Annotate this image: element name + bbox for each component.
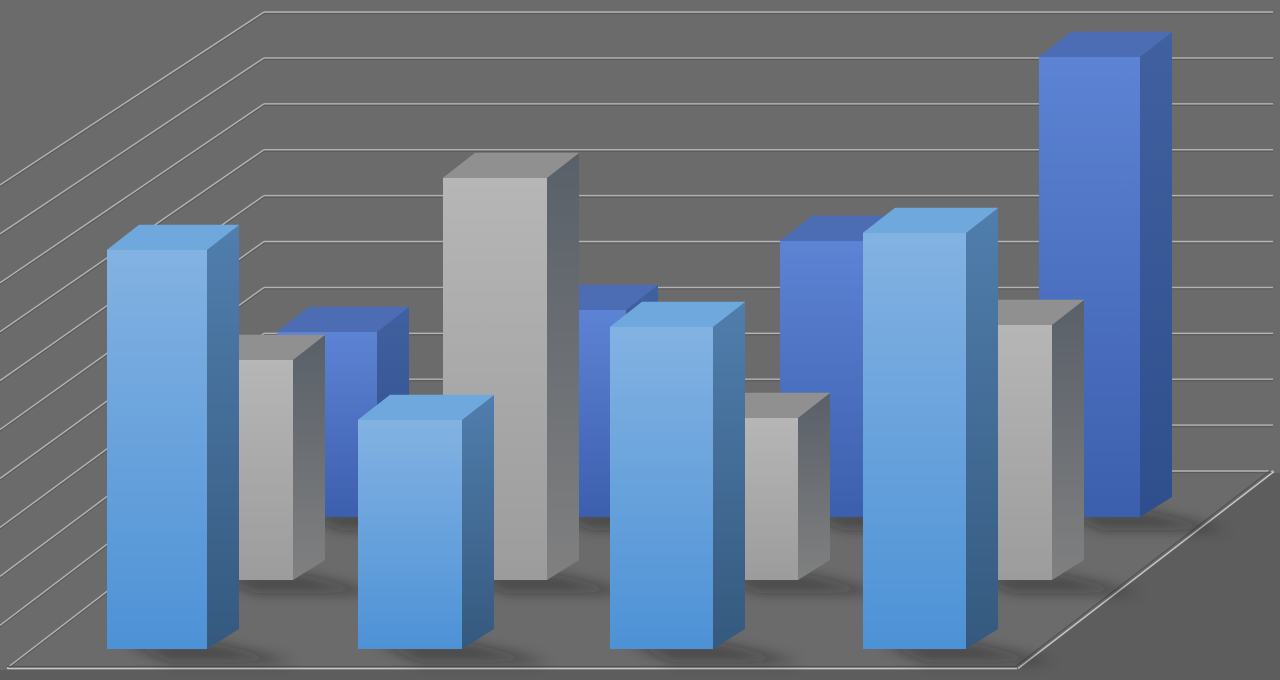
left-wall-gridline bbox=[0, 103, 265, 284]
floor-right-edge bbox=[1017, 470, 1275, 670]
left-wall-gridline-shadow bbox=[0, 13, 265, 187]
bar-side-face bbox=[966, 208, 998, 649]
bar-side-face bbox=[713, 302, 745, 649]
bar-side-face bbox=[1140, 32, 1172, 517]
bar-side-face bbox=[462, 395, 494, 649]
bar-side-face bbox=[798, 393, 830, 580]
left-wall-gridline bbox=[0, 11, 265, 186]
left-wall-gridline bbox=[0, 57, 265, 235]
bar-side-face bbox=[207, 225, 239, 649]
bar-side-face bbox=[547, 153, 579, 580]
bar-front-face bbox=[107, 250, 207, 649]
floor-right-edge-shadow bbox=[1014, 469, 1272, 668]
bar-side-face bbox=[293, 335, 325, 580]
bar-front-light-blue-group3 bbox=[609, 301, 746, 649]
left-wall-gridline-shadow bbox=[0, 59, 265, 236]
floor-front-strip bbox=[0, 473, 1280, 680]
bar-front-light-blue-group2 bbox=[357, 394, 495, 649]
left-wall-gridline-shadow bbox=[0, 104, 265, 285]
bar-front-face bbox=[863, 233, 966, 649]
bar-front-face bbox=[610, 327, 713, 649]
bar-front-face bbox=[358, 420, 462, 649]
bar-front-light-blue-group4 bbox=[862, 207, 999, 649]
bar-front-light-blue-group1 bbox=[106, 224, 240, 649]
floor-edges bbox=[7, 469, 1275, 670]
series-row-front-light-blue bbox=[106, 207, 999, 649]
bar-side-face bbox=[1052, 300, 1084, 580]
